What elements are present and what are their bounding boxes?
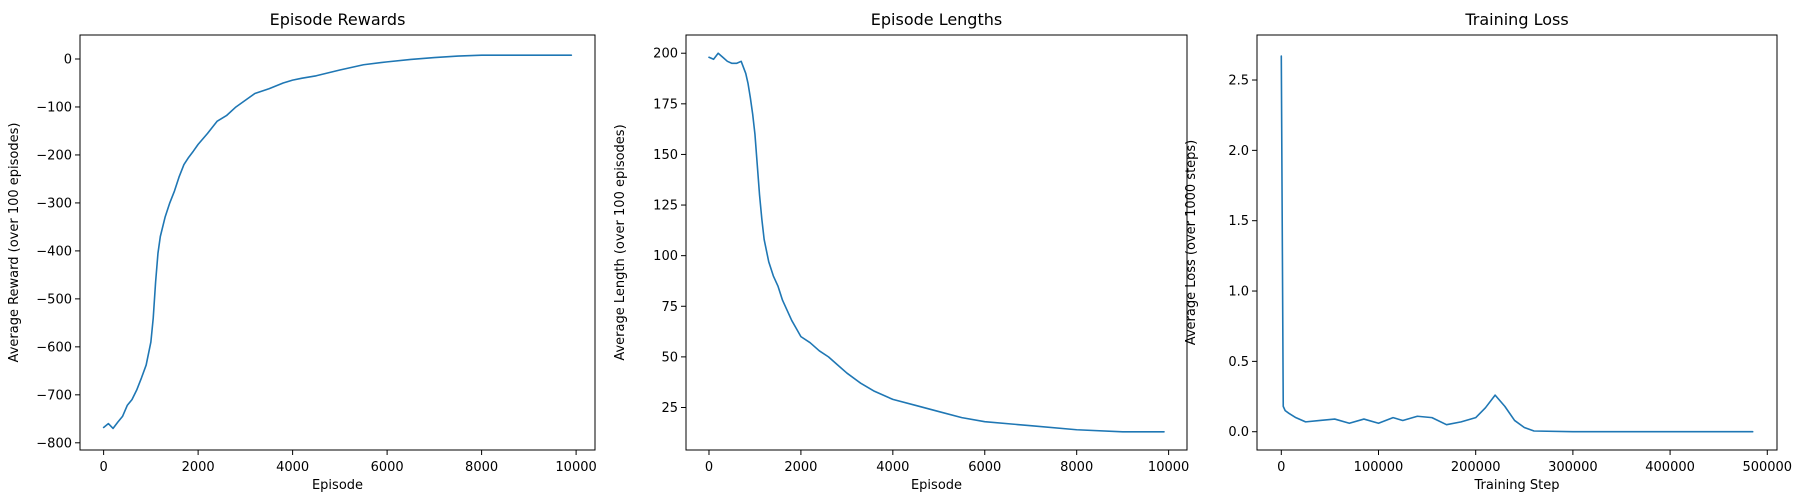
x-tick-label-lengths-5: 10000 [1148, 460, 1189, 475]
x-tick-label-loss-4: 400000 [1645, 460, 1695, 475]
y-tick-label-loss-5: 2.5 [1228, 74, 1249, 89]
x-tick-label-lengths-0: 0 [705, 460, 713, 475]
axes-frame-rewards [79, 34, 596, 451]
y-tick-label-loss-4: 2.0 [1228, 144, 1249, 159]
x-tick-label-rewards-2: 4000 [276, 460, 309, 475]
y-tick-label-lengths-4: 125 [653, 199, 678, 214]
x-tick-label-lengths-1: 2000 [784, 460, 817, 475]
x-tick-label-loss-1: 100000 [1354, 460, 1404, 475]
y-tick-label-rewards-1: −700 [36, 388, 72, 403]
series-line-loss-0 [1280, 55, 1754, 433]
y-tick-label-lengths-2: 75 [661, 300, 678, 315]
y-tick-label-rewards-8: 0 [64, 52, 72, 67]
x-tick-label-rewards-4: 8000 [465, 460, 498, 475]
y-tick-label-lengths-1: 50 [661, 350, 678, 365]
y-tick-label-lengths-7: 200 [653, 47, 678, 62]
x-axis-label-rewards: Episode [312, 478, 363, 493]
y-tick-label-rewards-0: −800 [36, 436, 72, 451]
axes-frame-lengths [685, 34, 1188, 451]
y-tick-label-loss-3: 1.5 [1228, 214, 1249, 229]
y-tick-label-loss-1: 0.5 [1228, 355, 1249, 370]
x-tick-label-loss-5: 500000 [1742, 460, 1792, 475]
chart-panel-loss: 0 100000 200000 300000 400000 500000 0.0 0.5 1.0… [1184, 10, 1792, 493]
chart-title-rewards: Episode Rewards [270, 10, 406, 29]
y-tick-label-rewards-3: −500 [36, 292, 72, 307]
y-tick-label-loss-2: 1.0 [1228, 285, 1249, 300]
y-tick-label-lengths-6: 175 [653, 97, 678, 112]
series-line-lengths-0 [708, 52, 1165, 433]
y-tick-label-rewards-2: −600 [36, 340, 72, 355]
y-tick-label-rewards-4: −400 [36, 244, 72, 259]
axes-frame-loss [1256, 34, 1778, 451]
chart-panel-lengths: 0 2000 4000 6000 8000 10000 25 50 75 100 125 150 175… [613, 10, 1189, 493]
x-tick-label-loss-0: 0 [1277, 460, 1285, 475]
chart-panel-rewards: 0 2000 4000 6000 8000 10000 −800 −700 −600 −500 −4… [7, 10, 597, 493]
y-axis-label-rewards: Average Reward (over 100 episodes) [7, 123, 22, 363]
x-tick-label-rewards-1: 2000 [182, 460, 215, 475]
x-tick-label-lengths-2: 4000 [876, 460, 909, 475]
x-tick-label-rewards-5: 10000 [555, 460, 596, 475]
x-tick-label-loss-2: 200000 [1451, 460, 1501, 475]
x-tick-label-rewards-0: 0 [99, 460, 107, 475]
y-axis-label-loss: Average Loss (over 1000 steps) [1184, 140, 1199, 346]
series-line-rewards-0 [102, 54, 573, 430]
y-tick-label-rewards-5: −300 [36, 196, 72, 211]
x-axis-label-lengths: Episode [911, 478, 962, 493]
x-tick-label-lengths-3: 6000 [968, 460, 1001, 475]
y-axis-label-lengths: Average Length (over 100 episodes) [613, 124, 628, 360]
y-tick-label-rewards-6: −200 [36, 148, 72, 163]
x-axis-label-loss: Training Step [1473, 478, 1559, 493]
y-tick-label-loss-0: 0.0 [1228, 425, 1249, 440]
y-tick-label-rewards-7: −100 [36, 100, 72, 115]
chart-title-loss: Training Loss [1464, 10, 1568, 29]
x-tick-label-lengths-4: 8000 [1060, 460, 1093, 475]
y-tick-label-lengths-5: 150 [653, 148, 678, 163]
x-tick-label-rewards-3: 6000 [371, 460, 404, 475]
y-tick-label-lengths-3: 100 [653, 249, 678, 264]
chart-title-lengths: Episode Lengths [871, 10, 1002, 29]
y-tick-label-lengths-0: 25 [661, 401, 678, 416]
x-tick-label-loss-3: 300000 [1548, 460, 1598, 475]
